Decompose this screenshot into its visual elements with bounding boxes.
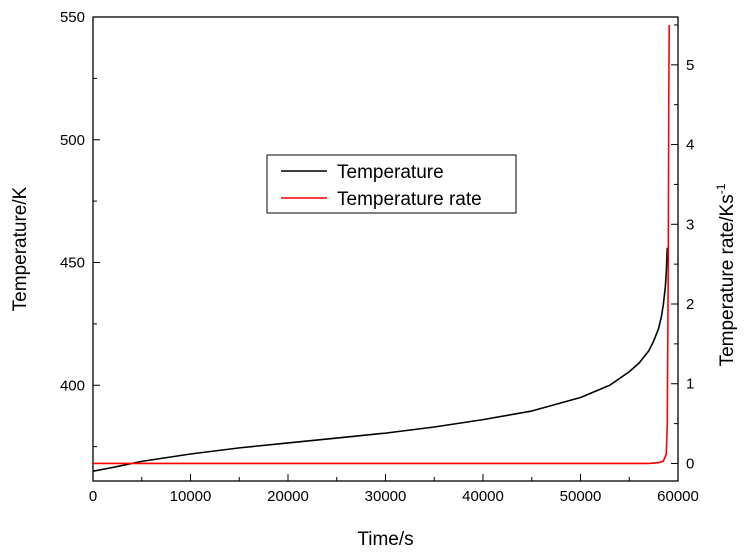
y-left-axis-ticks: 400 450 500 550 [60,9,100,448]
x-tick-label: 10000 [170,488,212,505]
y-left-tick-label: 550 [60,9,85,26]
x-tick-label: 0 [89,488,97,505]
y-right-axis-title: Temperature rate/Ks-1 [714,183,738,366]
x-tick-label: 20000 [267,488,309,505]
x-tick-label: 30000 [365,488,407,505]
y-right-tick-label: 3 [686,216,694,233]
y-left-axis-title: Temperature/K [10,186,31,311]
plot-frame [92,16,679,482]
legend-box [266,154,517,214]
y-left-tick-label: 450 [60,255,85,272]
legend-label-temperature: Temperature [337,162,444,183]
y-left-tick-label: 400 [60,377,85,394]
y-left-tick-label: 500 [60,132,85,149]
y-right-tick-label: 4 [686,137,694,154]
legend-label-temperature-rate: Temperature rate [337,189,482,210]
y-right-tick-label: 1 [686,376,694,393]
y-right-tick-label: 5 [686,57,694,74]
x-tick-label: 50000 [560,488,602,505]
series-line-temperature [92,247,669,472]
series-layer [92,24,671,472]
y-right-tick-label: 0 [686,455,694,472]
x-axis-ticks: 0 10000 20000 30000 40000 50000 60000 [89,474,699,505]
y-right-axis-title-sup: -1 [714,183,728,194]
series-line-temperature-rate [93,24,671,465]
x-tick-label: 40000 [462,488,504,505]
legend: Temperature Temperature rate [266,154,517,214]
x-axis-title: Time/s [357,529,413,550]
x-tick-label: 60000 [657,488,699,505]
y-right-axis-title-base: Temperature rate/Ks [717,194,738,366]
y-right-axis-ticks: 0 1 2 3 4 5 [671,24,694,472]
y-right-tick-label: 2 [686,296,694,313]
